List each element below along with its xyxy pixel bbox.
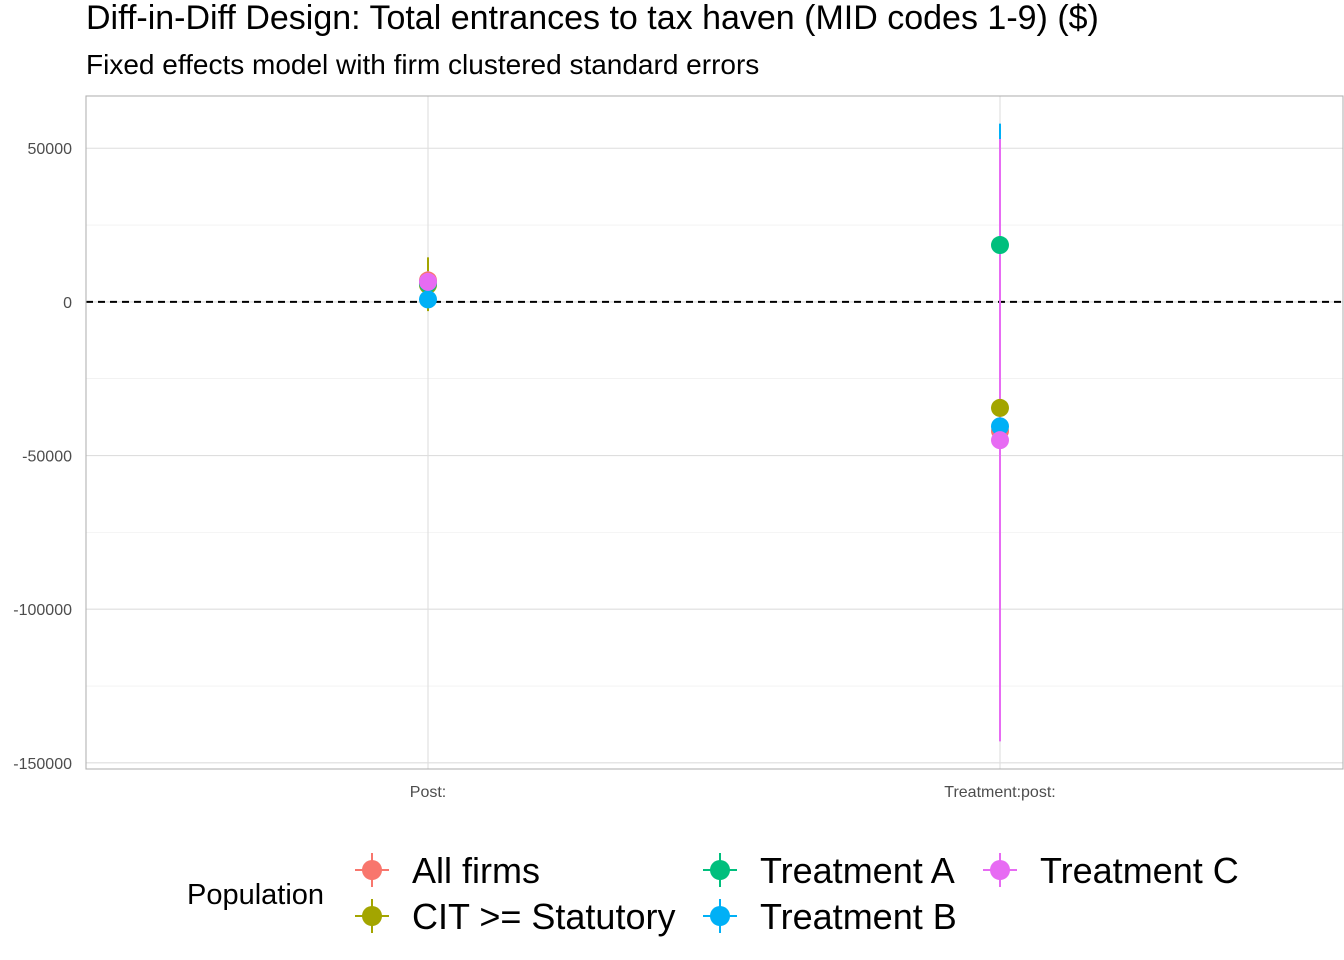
legend-key-point — [710, 860, 730, 880]
plot-panel-border — [85, 95, 1344, 770]
legend-item: All firms — [355, 850, 540, 891]
legend-items: All firms CIT >= Statutory Treatment A Trea… — [355, 850, 1239, 937]
legend-label: Treatment C — [1040, 850, 1239, 891]
legend: Population All firms CIT >= Statutory Trea… — [187, 850, 1239, 937]
series-marks — [419, 123, 1009, 742]
x-tick-label: Treatment:post: — [944, 784, 1055, 801]
y-tick-label: 50000 — [28, 141, 73, 158]
point-estimate — [991, 398, 1009, 417]
grid-lines — [86, 96, 1343, 769]
legend-item: CIT >= Statutory — [355, 896, 675, 937]
legend-label: Treatment B — [760, 896, 957, 937]
y-tick-label: -50000 — [22, 449, 72, 466]
chart-subtitle: Fixed effects model with firm clustered … — [86, 49, 759, 80]
y-tick-label: 0 — [63, 295, 72, 312]
y-tick-label: -100000 — [13, 602, 72, 619]
legend-key-point — [990, 860, 1010, 880]
legend-key-point — [362, 860, 382, 880]
axis-labels: 50000 0 -50000 -100000 -150000 Post: Treatment… — [13, 141, 1055, 801]
chart-title: Diff-in-Diff Design: Total entrances to … — [86, 0, 1099, 37]
point-estimate — [991, 431, 1009, 450]
point-estimate — [419, 290, 437, 309]
legend-label: Treatment A — [760, 850, 955, 891]
point-estimate — [991, 236, 1009, 255]
legend-label: CIT >= Statutory — [412, 896, 675, 937]
x-tick-label: Post: — [410, 784, 446, 801]
y-tick-label: -150000 — [13, 756, 72, 773]
legend-title: Population — [187, 879, 324, 911]
point-estimate — [419, 272, 437, 291]
legend-item: Treatment A — [703, 850, 955, 891]
legend-item: Treatment B — [703, 896, 957, 937]
legend-label: All firms — [412, 850, 540, 891]
point-estimate — [991, 417, 1009, 436]
legend-key-point — [710, 906, 730, 926]
legend-item: Treatment C — [983, 850, 1239, 891]
legend-key-point — [362, 906, 382, 926]
